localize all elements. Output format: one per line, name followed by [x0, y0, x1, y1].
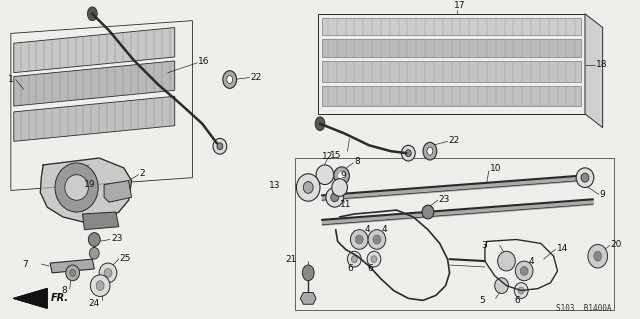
- Polygon shape: [585, 14, 603, 128]
- Ellipse shape: [348, 251, 361, 267]
- Polygon shape: [104, 181, 132, 202]
- Ellipse shape: [88, 7, 97, 21]
- Text: 5: 5: [479, 296, 485, 305]
- Text: 6: 6: [348, 264, 353, 273]
- Ellipse shape: [405, 150, 412, 157]
- FancyBboxPatch shape: [6, 6, 634, 319]
- Text: 12: 12: [322, 152, 333, 160]
- Ellipse shape: [303, 182, 313, 193]
- Ellipse shape: [213, 138, 227, 154]
- Ellipse shape: [515, 283, 528, 298]
- Ellipse shape: [351, 230, 368, 249]
- Ellipse shape: [520, 266, 528, 275]
- Ellipse shape: [90, 275, 110, 296]
- Ellipse shape: [581, 173, 589, 182]
- Polygon shape: [14, 289, 47, 308]
- Ellipse shape: [373, 235, 381, 244]
- Text: 3: 3: [481, 241, 487, 250]
- Text: 22: 22: [250, 73, 262, 82]
- Ellipse shape: [576, 168, 594, 188]
- Text: FR.: FR.: [51, 293, 69, 303]
- Ellipse shape: [70, 270, 76, 276]
- Text: 20: 20: [611, 240, 622, 249]
- Ellipse shape: [227, 76, 233, 84]
- Text: 1: 1: [8, 75, 13, 84]
- Text: 4: 4: [529, 256, 534, 266]
- Ellipse shape: [515, 261, 533, 281]
- Ellipse shape: [88, 233, 100, 246]
- Polygon shape: [322, 18, 581, 35]
- Ellipse shape: [495, 278, 508, 293]
- Ellipse shape: [104, 269, 112, 277]
- Ellipse shape: [217, 143, 223, 150]
- Ellipse shape: [368, 230, 386, 249]
- Ellipse shape: [498, 251, 515, 271]
- Text: 6: 6: [367, 264, 373, 273]
- Ellipse shape: [65, 175, 88, 200]
- Text: 6: 6: [515, 296, 520, 305]
- Polygon shape: [14, 27, 175, 73]
- Text: 2: 2: [140, 169, 145, 178]
- Text: 16: 16: [198, 57, 210, 66]
- Ellipse shape: [371, 256, 377, 263]
- Text: 22: 22: [449, 136, 460, 145]
- Ellipse shape: [331, 193, 339, 202]
- Text: 7: 7: [22, 260, 28, 269]
- Polygon shape: [14, 96, 175, 141]
- Polygon shape: [40, 158, 132, 222]
- Text: 23: 23: [439, 195, 450, 204]
- Ellipse shape: [351, 256, 357, 263]
- Ellipse shape: [367, 251, 381, 267]
- Ellipse shape: [315, 117, 325, 130]
- Ellipse shape: [302, 265, 314, 281]
- Text: 8: 8: [61, 286, 67, 295]
- Ellipse shape: [66, 265, 79, 281]
- Polygon shape: [50, 259, 94, 273]
- Text: S103  B1400A: S103 B1400A: [556, 304, 611, 313]
- Text: 13: 13: [269, 181, 281, 190]
- Text: 11: 11: [340, 200, 351, 209]
- Text: 21: 21: [285, 255, 296, 263]
- Ellipse shape: [326, 188, 344, 207]
- Ellipse shape: [296, 174, 320, 201]
- Polygon shape: [322, 61, 581, 83]
- Ellipse shape: [333, 167, 349, 185]
- Text: 19: 19: [84, 180, 95, 189]
- Ellipse shape: [339, 172, 344, 179]
- Text: 25: 25: [120, 254, 131, 263]
- Text: 14: 14: [557, 244, 568, 253]
- Text: 17: 17: [454, 1, 465, 10]
- Text: 24: 24: [89, 299, 100, 308]
- Polygon shape: [322, 86, 581, 106]
- Ellipse shape: [422, 205, 434, 219]
- Polygon shape: [83, 212, 119, 230]
- Ellipse shape: [588, 244, 607, 268]
- Text: 9: 9: [340, 171, 346, 180]
- Text: 9: 9: [600, 190, 605, 199]
- Text: 18: 18: [596, 60, 607, 69]
- Ellipse shape: [223, 71, 237, 88]
- Ellipse shape: [332, 179, 348, 196]
- Polygon shape: [322, 39, 581, 57]
- Ellipse shape: [423, 142, 436, 160]
- Text: 10: 10: [490, 164, 501, 173]
- Ellipse shape: [401, 145, 415, 161]
- Ellipse shape: [427, 147, 433, 155]
- Ellipse shape: [518, 287, 524, 294]
- Ellipse shape: [96, 281, 104, 291]
- Ellipse shape: [99, 263, 117, 283]
- Ellipse shape: [594, 251, 602, 261]
- Text: 4: 4: [364, 225, 370, 234]
- Ellipse shape: [55, 163, 98, 212]
- Text: 8: 8: [355, 158, 360, 167]
- Polygon shape: [14, 61, 175, 106]
- Ellipse shape: [316, 165, 333, 185]
- Text: 23: 23: [111, 234, 122, 243]
- Ellipse shape: [355, 235, 363, 244]
- Text: 15: 15: [330, 151, 341, 160]
- Text: 4: 4: [382, 225, 387, 234]
- Ellipse shape: [90, 247, 99, 259]
- Polygon shape: [300, 293, 316, 304]
